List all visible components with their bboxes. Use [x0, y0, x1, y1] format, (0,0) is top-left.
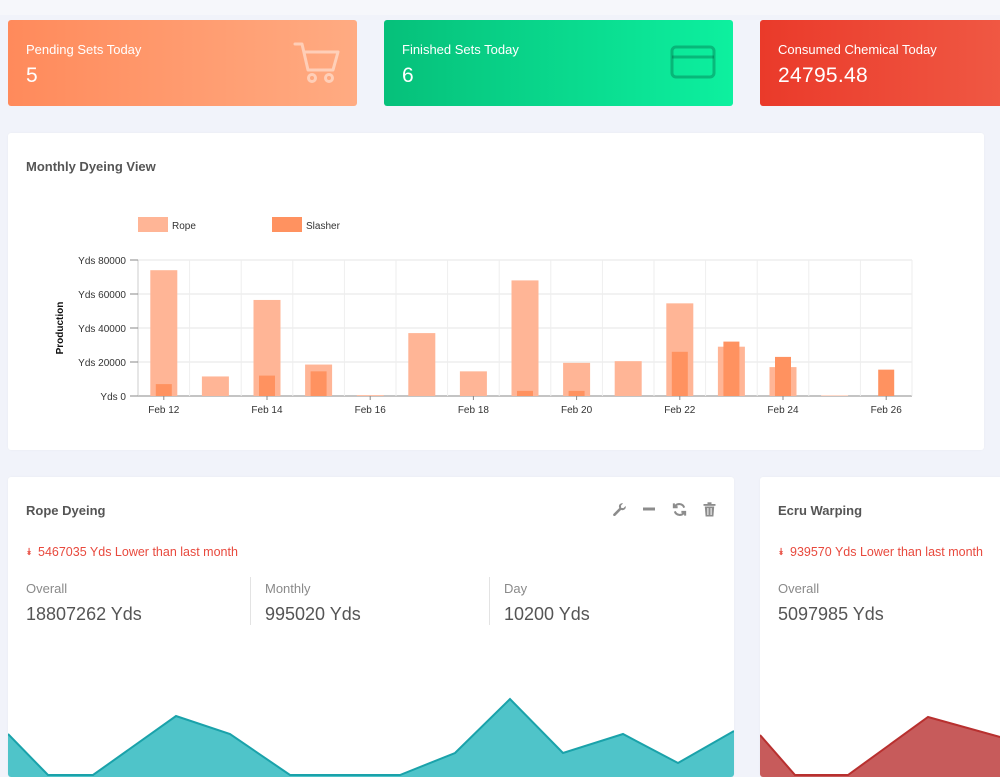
- y-tick-label: Yds 80000: [78, 256, 126, 267]
- x-tick-label: Feb 16: [355, 405, 387, 416]
- legend-label-slasher: Slasher: [306, 221, 341, 232]
- minus-icon[interactable]: [640, 500, 658, 518]
- x-tick-label: Feb 26: [871, 405, 903, 416]
- rope-dyeing-trend-text: 5467035 Yds Lower than last month: [38, 545, 238, 559]
- consumed-chemical-card[interactable]: Consumed Chemical Today 24795.48: [760, 20, 1000, 106]
- metric-value: 18807262 Yds: [26, 604, 142, 624]
- rope-bar: [150, 270, 178, 396]
- y-tick-label: Yds 20000: [78, 358, 126, 369]
- x-tick-label: Feb 14: [251, 405, 283, 416]
- rope-bar: [356, 395, 384, 396]
- legend-swatch-slasher: [272, 217, 302, 232]
- rope-monthly-metric: Monthly 995020 Yds: [250, 577, 361, 625]
- monthly-dyeing-title: Monthly Dyeing View: [26, 159, 156, 174]
- rope-bar: [511, 280, 539, 396]
- legend-swatch-rope: [138, 217, 168, 232]
- metric-value: 5097985 Yds: [778, 604, 884, 624]
- x-tick-label: Feb 12: [148, 405, 180, 416]
- consumed-chemical-value: 24795.48: [778, 64, 868, 87]
- metric-label: Monthly: [265, 581, 311, 596]
- top-bar: [0, 0, 1000, 15]
- rope-dyeing-trend: ⯯ 5467035 Yds Lower than last month: [26, 545, 238, 559]
- y-tick-label: Yds 60000: [78, 290, 126, 301]
- monthly-dyeing-chart: Yds 0 Yds 20000 Yds 40000 Yds 60000 Yds 8000…: [55, 217, 913, 416]
- metric-value: 10200 Yds: [504, 604, 590, 624]
- ecru-warping-trend-text: 939570 Yds Lower than last month: [790, 545, 983, 559]
- credit-card-icon: [669, 38, 717, 91]
- ecru-warping-trend: ⯯ 939570 Yds Lower than last month: [778, 545, 983, 559]
- metric-label: Overall: [778, 581, 820, 596]
- slasher-bar: [568, 390, 585, 396]
- slasher-bar: [310, 371, 327, 396]
- rope-bar: [459, 371, 487, 396]
- pending-sets-card[interactable]: Pending Sets Today 5: [8, 20, 357, 106]
- ecru-warping-panel: Ecru Warping ⯯ 939570 Yds Lower than last…: [760, 477, 1000, 777]
- shopping-cart-icon: [293, 38, 341, 91]
- double-chevron-down-icon: ⯯: [778, 547, 784, 558]
- monthly-dyeing-panel: Monthly Dyeing View Yds 0 Yds 20000 Yds 40…: [8, 133, 984, 450]
- rope-bar: [408, 333, 436, 396]
- metric-label: Day: [504, 581, 528, 596]
- rope-bar: [821, 395, 849, 396]
- finished-sets-card[interactable]: Finished Sets Today 6: [384, 20, 733, 106]
- slasher-bar: [775, 356, 791, 396]
- finished-sets-value: 6: [402, 64, 414, 87]
- slasher-bar: [155, 384, 172, 396]
- y-tick-label: Yds 0: [100, 392, 126, 403]
- pending-sets-label: Pending Sets Today: [26, 42, 142, 57]
- rope-dyeing-title: Rope Dyeing: [26, 503, 106, 518]
- panel-tools: [610, 500, 718, 518]
- trash-icon[interactable]: [700, 500, 718, 518]
- slasher-bar: [259, 375, 275, 396]
- y-tick-label: Yds 40000: [78, 324, 126, 335]
- rope-bar: [563, 362, 591, 396]
- rope-dyeing-panel: Rope Dyeing ⯯ 5467035 Yds Lower than last…: [8, 477, 734, 777]
- rope-day-metric: Day 10200 Yds: [489, 577, 590, 625]
- rope-bar: [614, 361, 642, 396]
- consumed-chemical-label: Consumed Chemical Today: [778, 42, 937, 57]
- pending-sets-value: 5: [26, 64, 38, 87]
- metric-value: 995020 Yds: [265, 604, 361, 624]
- refresh-icon[interactable]: [670, 500, 688, 518]
- rope-dyeing-area-chart: [8, 697, 734, 777]
- x-tick-label: Feb 24: [767, 405, 799, 416]
- finished-sets-label: Finished Sets Today: [402, 42, 519, 57]
- legend-label-rope: Rope: [172, 221, 196, 232]
- ecru-warping-title: Ecru Warping: [778, 503, 863, 518]
- metric-label: Overall: [26, 581, 68, 596]
- slasher-bar: [517, 390, 533, 396]
- x-tick-label: Feb 20: [561, 405, 593, 416]
- rope-bar: [201, 376, 229, 396]
- y-axis-title: Production: [55, 302, 66, 355]
- double-chevron-down-icon: ⯯: [26, 547, 32, 558]
- x-tick-label: Feb 18: [458, 405, 490, 416]
- x-tick-label: Feb 22: [664, 405, 696, 416]
- rope-overall-metric: Overall 18807262 Yds: [26, 577, 142, 625]
- wrench-icon[interactable]: [610, 500, 628, 518]
- slasher-bar: [671, 351, 688, 396]
- slasher-bar: [723, 341, 740, 396]
- ecru-warping-area-chart: [760, 715, 1000, 777]
- slasher-bar: [878, 369, 895, 396]
- ecru-overall-metric: Overall 5097985 Yds: [778, 577, 884, 625]
